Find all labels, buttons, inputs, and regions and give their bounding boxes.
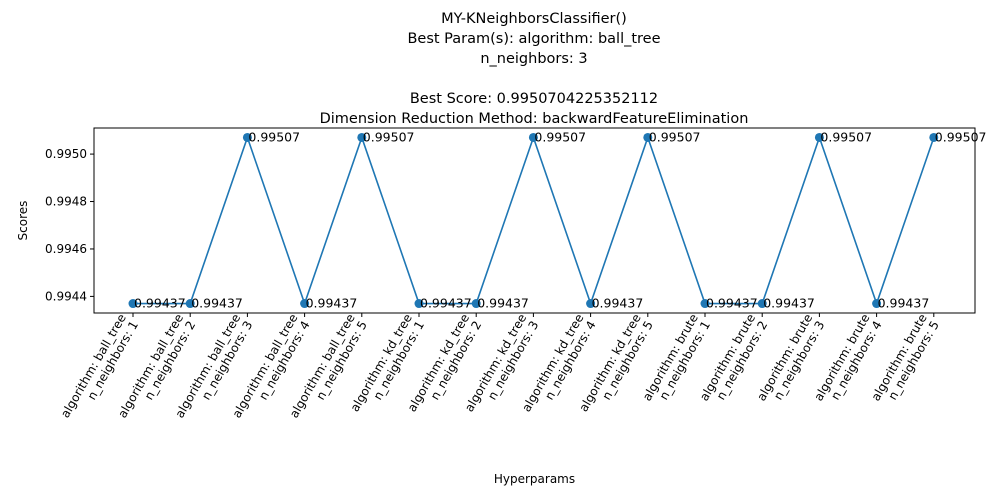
data-point [700, 299, 710, 309]
y-axis-label: Scores [16, 201, 30, 241]
plot-area [93, 127, 976, 314]
data-point [586, 299, 596, 309]
data-label: 0.99437 [191, 296, 243, 311]
chart-title: MY-KNeighborsClassifier() Best Param(s): … [320, 11, 749, 127]
data-point [185, 299, 195, 309]
data-label: 0.99507 [363, 129, 415, 144]
data-point [414, 299, 424, 309]
y-tick-label: 0.9944 [45, 289, 87, 303]
plot-frame [93, 127, 976, 314]
data-point [872, 299, 882, 309]
series-line [133, 135, 935, 306]
y-axis: 0.9944 0.9946 0.9948 0.9950 [45, 147, 94, 303]
data-label: 0.99437 [763, 296, 815, 311]
data-point [300, 299, 310, 309]
data-label: 0.99437 [134, 296, 186, 311]
data-label: 0.99437 [420, 296, 472, 311]
data-point [814, 132, 824, 142]
data-label: 0.99437 [477, 296, 529, 311]
title-line: MY-KNeighborsClassifier() [441, 11, 627, 27]
x-axis-label: Hyperparams [494, 472, 575, 486]
series-scores: 0.99437 0.99437 0.99507 0.99437 0.99507 0.994… [128, 129, 987, 311]
y-tick-label: 0.9950 [45, 147, 87, 161]
x-axis: algorithm: ball_treen_neighbors: 1algori… [58, 312, 942, 421]
y-tick-label: 0.9948 [45, 195, 87, 209]
data-label: 0.99437 [592, 296, 644, 311]
data-label: 0.99507 [820, 129, 872, 144]
data-point [528, 132, 538, 142]
x-tick-label-line: algorithm: ball_tree [58, 312, 129, 421]
data-label: 0.99507 [248, 129, 300, 144]
data-point [929, 132, 939, 142]
title-line: Best Param(s): algorithm: ball_tree [407, 31, 660, 47]
data-label: 0.99437 [706, 296, 758, 311]
title-line: Best Score: 0.9950704225352112 [410, 91, 658, 107]
data-label: 0.99507 [534, 129, 586, 144]
title-line: n_neighbors: 3 [480, 51, 587, 67]
data-point [128, 299, 138, 309]
data-point [242, 132, 252, 142]
data-label: 0.99437 [878, 296, 930, 311]
data-point [643, 132, 653, 142]
title-line: Dimension Reduction Method: backwardFeat… [320, 111, 749, 127]
data-point [757, 299, 767, 309]
data-label: 0.99507 [649, 129, 701, 144]
data-label: 0.99507 [935, 129, 987, 144]
data-label: 0.99437 [306, 296, 358, 311]
data-point [357, 132, 367, 142]
data-point [471, 299, 481, 309]
y-tick-label: 0.9946 [45, 242, 87, 256]
